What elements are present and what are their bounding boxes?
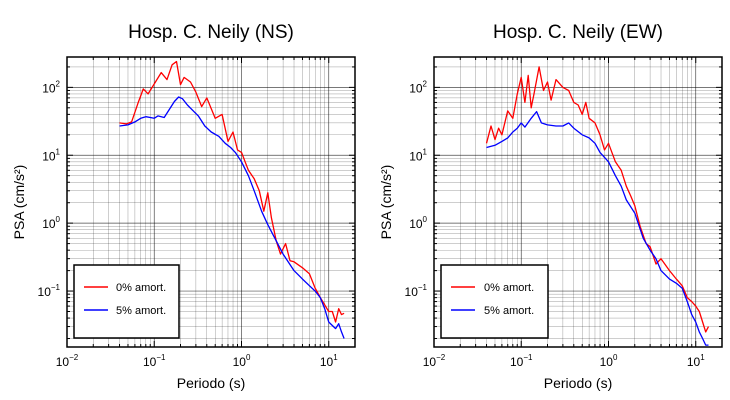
legend-label-5pct: 5% amort. — [484, 305, 534, 317]
x-tick-label: 10−1 — [510, 353, 533, 369]
plot-frame — [433, 56, 723, 348]
legend-box — [440, 264, 549, 339]
y-tick-label: 100 — [42, 215, 60, 231]
chart-title: Hosp. C. Neily (EW) — [493, 22, 663, 43]
legend: 0% amort. 5% amort. — [73, 264, 180, 339]
legend-box — [73, 264, 180, 339]
chart-title: Hosp. C. Neily (NS) — [128, 22, 294, 43]
y-axis-label: PSA (cm/s²) — [11, 165, 27, 240]
legend-label-5pct: 5% amort. — [116, 305, 166, 317]
series-group — [485, 66, 710, 346]
legend-label-0pct: 0% amort. — [116, 282, 166, 294]
x-tick-label: 101 — [320, 353, 338, 369]
y-tick-label: 101 — [409, 147, 427, 163]
x-tick-label: 10−2 — [423, 353, 446, 369]
series-group — [119, 60, 345, 339]
y-tick-label: 10−1 — [405, 283, 428, 299]
x-tick-label: 101 — [687, 353, 705, 369]
x-axis-label: Periodo (s) — [177, 375, 245, 391]
y-axis-label: PSA (cm/s²) — [378, 165, 394, 240]
y-tick-label: 102 — [42, 79, 60, 95]
chart-ew: Hosp. C. Neily (EW) 10−2 10−1 100 10110−110… — [378, 22, 723, 391]
y-tick-label: 100 — [409, 215, 427, 231]
tick-labels: 10−2 10−1 100 101 10−1 100 101 102 — [38, 79, 339, 369]
legend-label-0pct: 0% amort. — [484, 282, 534, 294]
x-tick-label: 10−2 — [56, 353, 79, 369]
y-tick-label: 102 — [409, 79, 427, 95]
y-tick-label: 10−1 — [38, 283, 61, 299]
y-tick-label: 101 — [42, 147, 60, 163]
x-axis-label: Periodo (s) — [544, 375, 612, 391]
series-line-5pct — [486, 110, 709, 346]
series-line-5pct — [119, 96, 345, 339]
series-line-0pct — [485, 66, 710, 333]
x-tick-label: 100 — [233, 353, 251, 369]
tick-labels: 10−2 10−1 100 101 10−1 100 101 102 — [405, 79, 706, 369]
series-line-0pct — [119, 60, 345, 323]
x-tick-label: 100 — [600, 353, 618, 369]
x-tick-label: 10−1 — [143, 353, 166, 369]
chart-ns: Hosp. C. Neily (NS) 10−2 10−1 100 10110−110… — [11, 22, 356, 391]
legend: 0% amort. 5% amort. — [440, 264, 549, 339]
plot-frame — [66, 56, 356, 348]
